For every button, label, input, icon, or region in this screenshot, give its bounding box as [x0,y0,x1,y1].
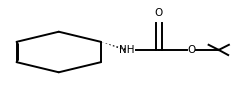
Text: O: O [154,8,163,18]
Text: O: O [187,45,196,55]
Text: NH: NH [118,45,134,55]
